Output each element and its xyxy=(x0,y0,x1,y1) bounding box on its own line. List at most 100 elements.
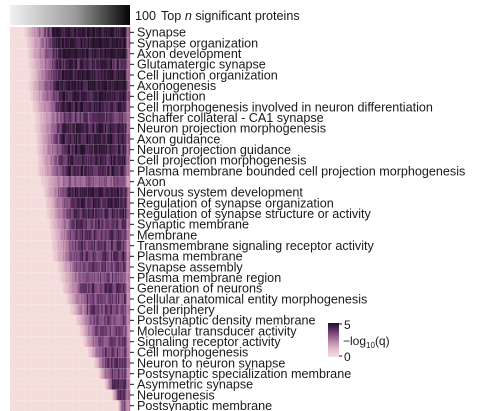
heatmap-cell xyxy=(85,347,88,358)
heatmap-cell xyxy=(14,48,17,60)
heatmap-cell xyxy=(79,101,82,113)
heatmap-cell xyxy=(29,69,31,81)
heatmap-cell xyxy=(80,347,83,358)
heatmap-cell xyxy=(19,69,22,81)
heatmap-cell xyxy=(48,91,50,102)
heatmap-cell xyxy=(19,48,22,60)
heatmap-cell xyxy=(91,133,94,145)
heatmap-cell xyxy=(80,101,83,113)
row-label: Molecular transducer activity xyxy=(137,324,297,338)
heatmap-cell xyxy=(16,347,18,358)
heatmap-cell xyxy=(121,48,124,60)
heatmap-cell xyxy=(78,112,80,124)
heatmap-cell xyxy=(95,283,97,294)
heatmap-cell xyxy=(38,37,41,49)
heatmap-cell xyxy=(60,59,62,70)
heatmap-cell xyxy=(82,197,84,209)
heatmap-cell xyxy=(66,357,68,369)
heatmap-cell xyxy=(56,389,59,401)
heatmap-cell xyxy=(13,400,16,411)
heatmap-cell xyxy=(96,155,98,166)
heatmap-cell xyxy=(22,240,24,252)
heatmap-cell xyxy=(22,59,24,70)
heatmap-cell xyxy=(119,283,121,294)
heatmap-cell xyxy=(20,368,23,380)
heatmap-cell xyxy=(110,176,113,188)
heatmap-cell xyxy=(73,357,76,369)
heatmap-cell xyxy=(106,144,108,156)
heatmap-cell xyxy=(35,123,37,134)
heatmap-cell xyxy=(72,123,74,134)
heatmap-cell xyxy=(26,347,29,358)
heatmap-cell xyxy=(28,112,30,124)
heatmap-cell xyxy=(61,91,64,102)
heatmap-cell xyxy=(26,229,29,241)
heatmap-cell xyxy=(68,208,71,220)
heatmap-cell xyxy=(18,272,20,284)
heatmap-cell xyxy=(76,347,78,358)
heatmap-cell xyxy=(14,325,17,337)
heatmap-cell xyxy=(118,37,120,49)
heatmap-cell xyxy=(11,251,13,262)
heatmap-cell xyxy=(61,112,64,124)
heatmap-cell xyxy=(104,347,107,358)
heatmap-cell xyxy=(104,59,107,70)
heatmap-cell xyxy=(127,347,130,358)
heatmap-cell xyxy=(113,261,115,273)
heatmap-cell xyxy=(52,59,54,70)
heatmap-cell xyxy=(29,219,31,230)
heatmap-cell xyxy=(94,368,96,380)
heatmap-cell xyxy=(54,133,56,145)
heatmap-cell xyxy=(110,336,113,348)
heatmap-cell xyxy=(10,101,12,113)
heatmap-cell xyxy=(12,283,14,294)
heatmap-cell xyxy=(62,112,65,124)
heatmap-cell xyxy=(95,240,97,252)
heatmap-cell xyxy=(116,336,119,348)
heatmap-cell xyxy=(76,59,78,70)
heatmap-cell xyxy=(78,37,80,49)
heatmap-cell xyxy=(77,293,79,305)
heatmap-cell xyxy=(122,347,125,358)
heatmap-cell xyxy=(107,379,109,390)
heatmap-cell xyxy=(97,59,100,70)
heatmap-cell xyxy=(36,197,38,209)
heatmap-cell xyxy=(18,80,20,92)
heatmap-cell xyxy=(68,347,71,358)
heatmap-cell xyxy=(50,304,53,316)
heatmap-cell xyxy=(68,357,71,369)
heatmap-cell xyxy=(113,229,115,241)
heatmap-cell xyxy=(114,101,116,113)
heatmap-cell xyxy=(113,208,115,220)
heatmap-cell xyxy=(106,187,108,198)
heatmap-cell xyxy=(120,69,122,81)
heatmap-cell xyxy=(114,27,116,38)
heatmap-cell xyxy=(44,101,47,113)
heatmap-cell xyxy=(55,368,58,380)
heatmap-cell xyxy=(86,251,89,262)
heatmap-cell xyxy=(36,59,38,70)
heatmap-cell xyxy=(34,368,36,380)
heatmap-cell xyxy=(95,155,97,166)
heatmap-cell xyxy=(26,368,29,380)
heatmap-cell xyxy=(47,325,49,337)
heatmap-cell xyxy=(47,27,49,38)
heatmap-cell xyxy=(34,208,36,220)
heatmap-cell xyxy=(68,368,71,380)
heatmap-cell xyxy=(10,48,12,60)
heatmap-cell xyxy=(90,283,92,294)
heatmap-cell xyxy=(106,80,108,92)
heatmap-cell xyxy=(35,240,37,252)
heatmap-cell xyxy=(60,315,62,326)
heatmap-cell xyxy=(98,368,101,380)
heatmap-cell xyxy=(26,69,29,81)
heatmap-cell xyxy=(86,347,89,358)
heatmap-cell xyxy=(102,219,104,230)
heatmap-cell xyxy=(29,251,31,262)
heatmap-cell xyxy=(34,400,36,411)
heatmap-cell xyxy=(17,251,19,262)
heatmap-cell xyxy=(70,336,72,348)
heatmap-cell xyxy=(106,59,108,70)
heatmap-cell xyxy=(17,112,19,124)
heatmap-cell xyxy=(13,37,16,49)
